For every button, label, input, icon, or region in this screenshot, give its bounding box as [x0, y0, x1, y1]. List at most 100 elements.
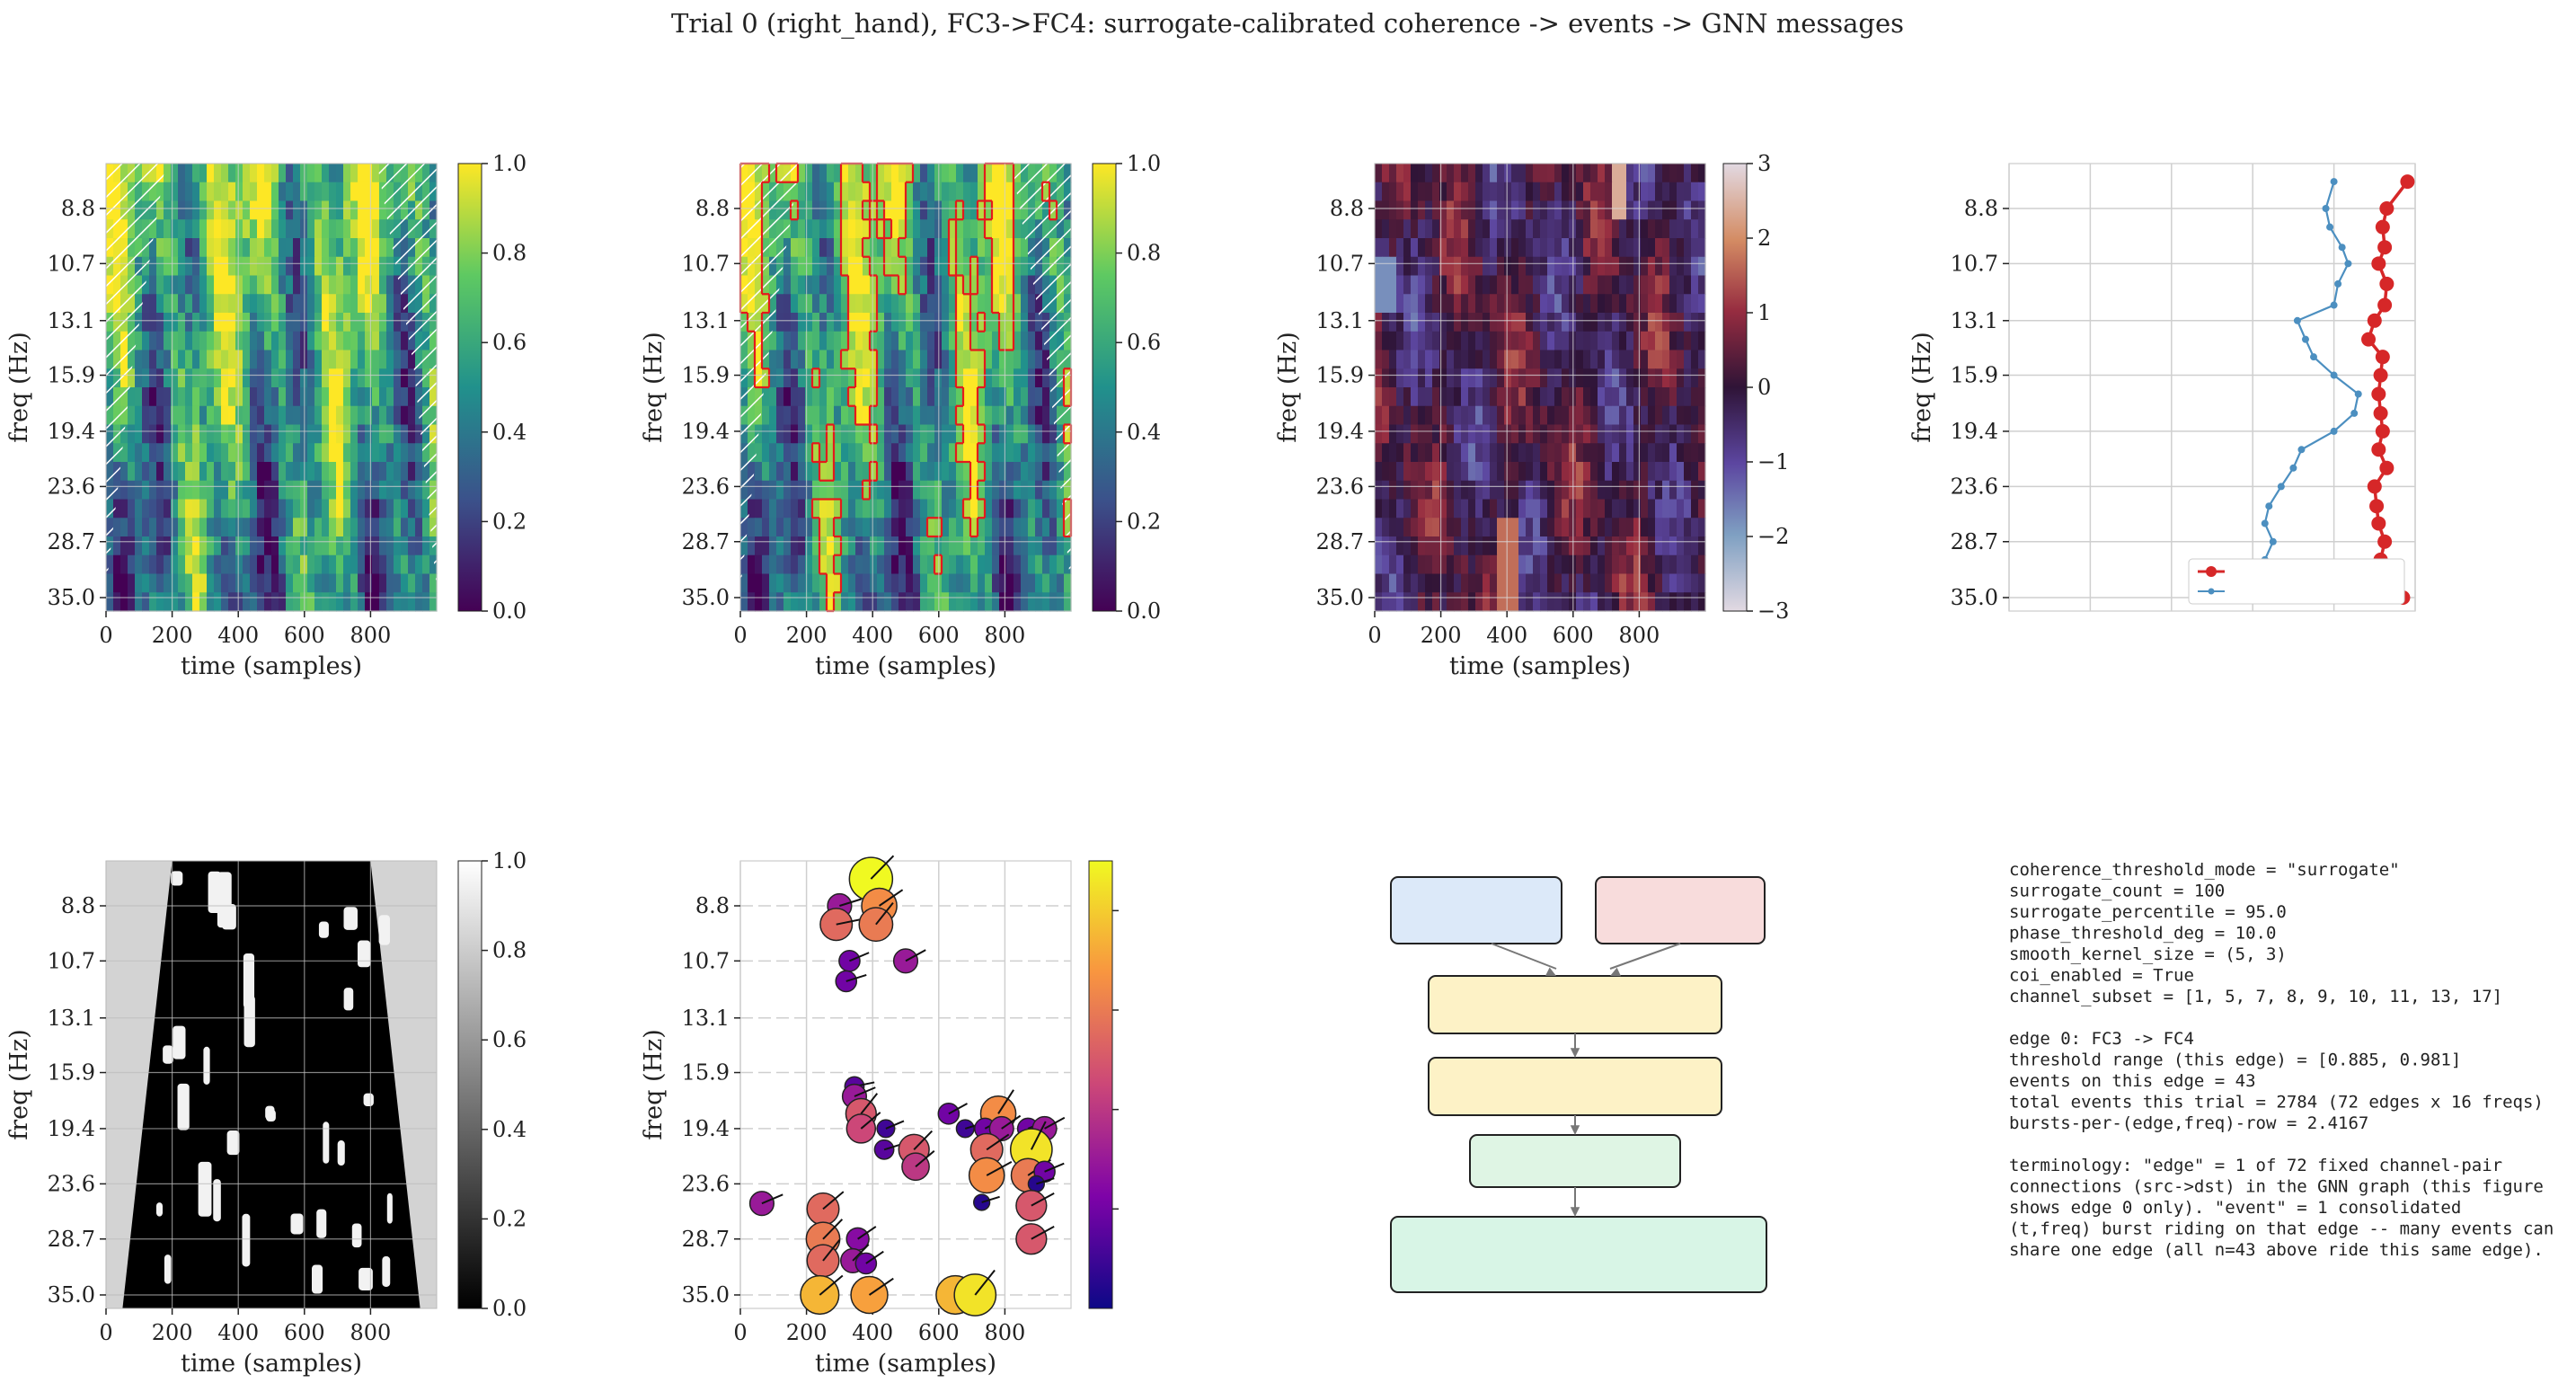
heatmap-cell	[1669, 313, 1677, 332]
y-tick-label: 35.0	[682, 585, 730, 610]
heatmap-cell	[293, 462, 301, 482]
heatmap-cell	[1475, 518, 1483, 537]
heatmap-cell	[1454, 573, 1462, 593]
config-line: share one edge (all n=43 above ride this…	[2009, 1240, 2544, 1260]
heatmap-cell	[1504, 387, 1512, 407]
heatmap-cell	[1439, 518, 1447, 537]
heatmap-cell	[978, 499, 986, 519]
heatmap-cell	[913, 256, 921, 277]
heatmap-cell	[322, 480, 330, 501]
heatmap-cell	[401, 536, 409, 556]
heatmap-cell	[156, 536, 164, 556]
gate-on-burst	[217, 872, 232, 928]
heatmap-cell	[956, 313, 964, 332]
heatmap-cell	[314, 592, 323, 612]
x-tick-label: 0	[733, 1320, 747, 1345]
heatmap-cell	[791, 499, 799, 519]
heatmap-cell	[863, 405, 871, 426]
heatmap-cell	[250, 331, 258, 351]
heatmap-cell	[1439, 238, 1447, 258]
heatmap-cell	[1411, 554, 1419, 575]
heatmap-cell	[834, 275, 842, 295]
heatmap-cell	[307, 238, 315, 258]
heatmap-cell	[178, 219, 186, 239]
heatmap-cell	[877, 405, 885, 426]
heatmap-cell	[1554, 499, 1562, 519]
heatmap-cell	[855, 536, 863, 556]
heatmap-cell	[927, 443, 935, 463]
heatmap-cell	[250, 313, 258, 332]
heatmap-cell	[819, 182, 828, 202]
heatmap-cell	[250, 480, 258, 501]
heatmap-cell	[199, 182, 208, 202]
heatmap-cell	[899, 368, 907, 388]
heatmap-cell	[1461, 424, 1469, 444]
heatmap-cell	[949, 480, 957, 501]
heatmap-cell	[812, 331, 820, 351]
heatmap-cell	[214, 387, 222, 407]
heatmap-cell	[358, 405, 366, 426]
heatmap-cell	[769, 405, 777, 426]
event-marker	[850, 1275, 894, 1315]
heatmap-cell	[985, 573, 993, 593]
heatmap-cell	[812, 443, 820, 463]
heatmap-cell	[293, 331, 301, 351]
heatmap-cell	[243, 275, 251, 295]
y-tick-label: 28.7	[682, 529, 730, 554]
heatmap-cell	[279, 443, 287, 463]
heatmap-cell	[286, 592, 294, 612]
heatmap-cell	[271, 536, 279, 556]
heatmap-cell	[1396, 405, 1404, 426]
heatmap-cell	[927, 182, 935, 202]
heatmap-cell	[805, 256, 813, 277]
heatmap-cell	[1064, 573, 1072, 593]
heatmap-cell	[1526, 238, 1534, 258]
heatmap-cell	[1619, 405, 1627, 426]
heatmap-cell	[783, 573, 792, 593]
heatmap-cell	[1655, 518, 1663, 537]
heatmap-cell	[1014, 313, 1022, 332]
heatmap-cell	[135, 424, 143, 444]
heatmap-cell	[350, 573, 359, 593]
heatmap-cell	[1698, 275, 1706, 295]
heatmap-cell	[1662, 331, 1670, 351]
heatmap-cell	[877, 164, 885, 183]
heatmap-cell	[834, 536, 842, 556]
heatmap-cell	[271, 331, 279, 351]
heatmap-cell	[128, 443, 136, 463]
heatmap-cell	[1475, 387, 1483, 407]
heatmap-cell	[791, 536, 799, 556]
heatmap-cell	[156, 462, 164, 482]
heatmap-cell	[235, 405, 243, 426]
heatmap-cell	[1403, 238, 1412, 258]
heatmap-cell	[999, 313, 1007, 332]
heatmap-cell	[1677, 443, 1685, 463]
heatmap-cell	[1648, 200, 1656, 220]
heatmap-cell	[379, 368, 387, 388]
heatmap-cell	[1490, 518, 1498, 537]
colorbar-tick-label: 1	[1757, 300, 1771, 325]
heatmap-cell	[279, 275, 287, 295]
data-point	[2289, 464, 2297, 472]
heatmap-cell	[394, 592, 402, 612]
heatmap-cell	[855, 182, 863, 202]
heatmap-cell	[235, 554, 243, 575]
gate-on-burst	[213, 1179, 221, 1222]
heatmap-cell	[927, 462, 935, 482]
heatmap-cell	[992, 518, 1000, 537]
heatmap-cell	[956, 256, 964, 277]
heatmap-cell	[1475, 256, 1483, 277]
colorbar-tick-label: 3	[1757, 151, 1771, 176]
heatmap-cell	[812, 368, 820, 388]
heatmap-cell	[1626, 275, 1634, 295]
heatmap-cell	[1540, 275, 1548, 295]
heatmap-cell	[178, 573, 186, 593]
heatmap-cell	[329, 499, 337, 519]
heatmap-cell	[1447, 368, 1455, 388]
heatmap-cell	[1633, 554, 1642, 575]
heatmap-cell	[429, 554, 438, 575]
heatmap-cell	[1504, 443, 1512, 463]
heatmap-cell	[863, 368, 871, 388]
heatmap-cell	[164, 294, 172, 314]
data-point	[2265, 502, 2273, 510]
